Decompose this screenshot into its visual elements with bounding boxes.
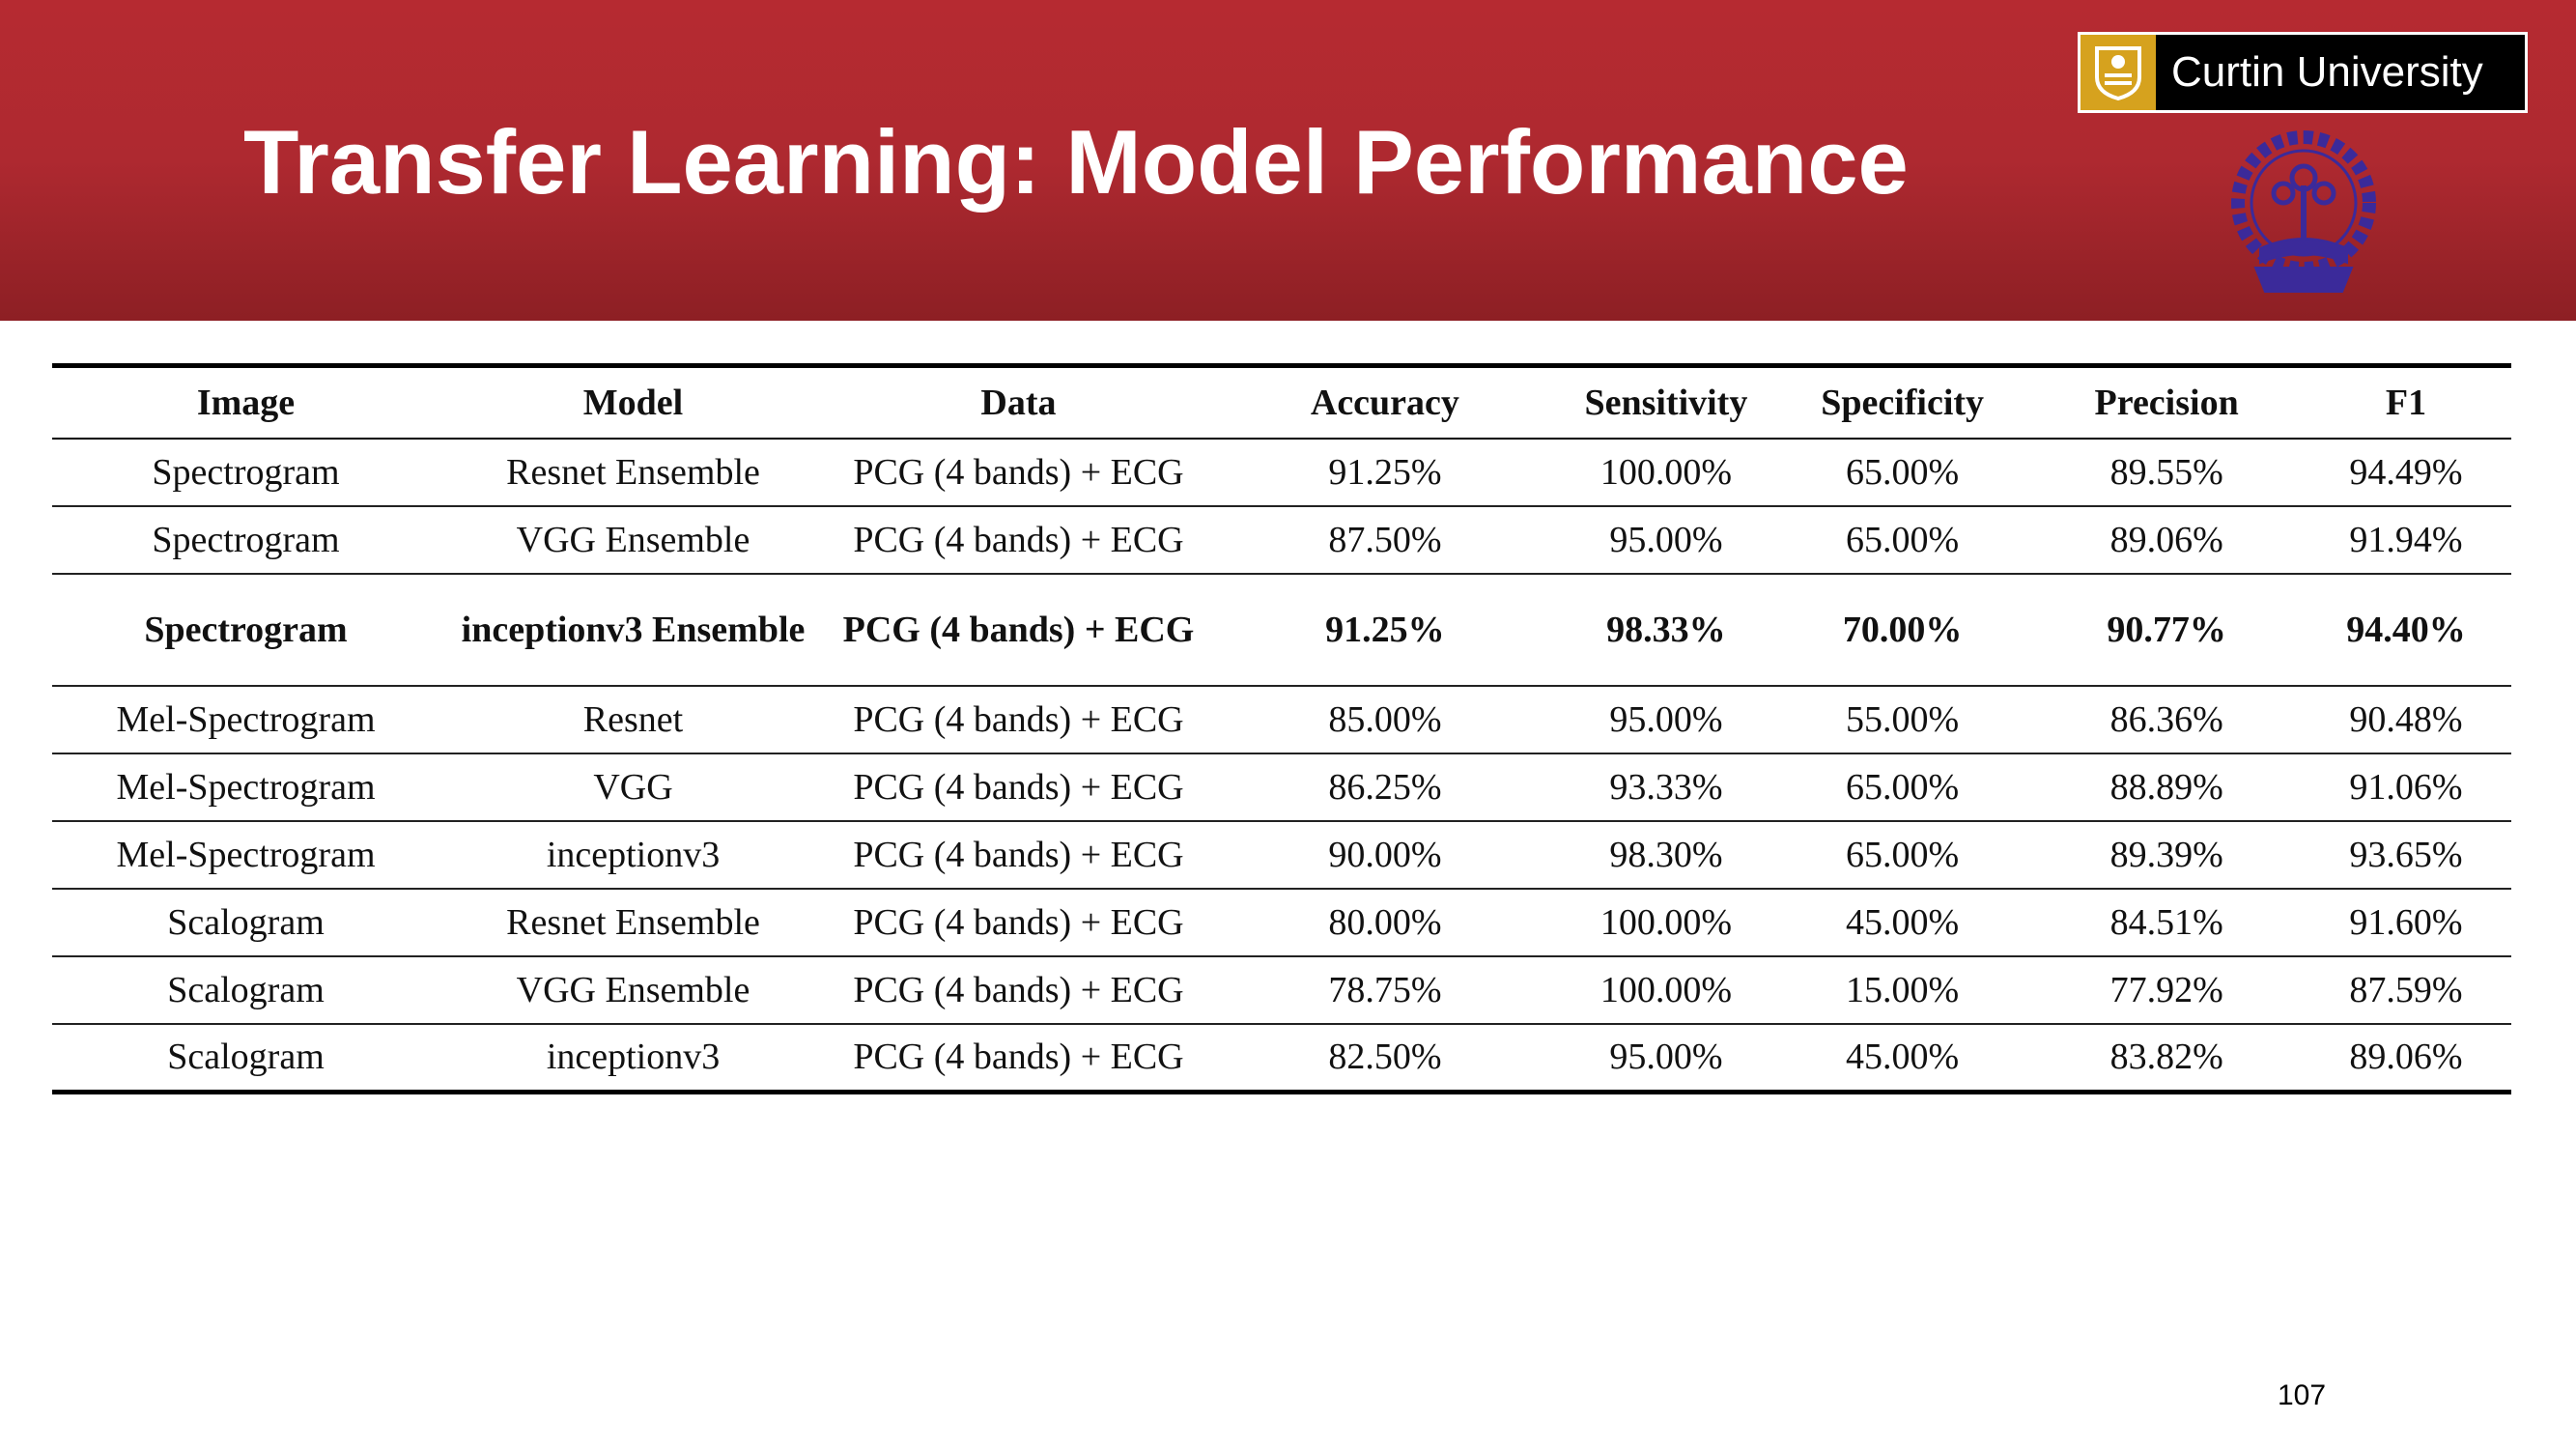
cell-data: PCG (4 bands) + ECG	[853, 520, 1184, 560]
cell-accuracy: 91.25%	[1325, 610, 1445, 650]
cell-model: VGG Ensemble	[516, 520, 750, 560]
column-header-accuracy: Accuracy	[1310, 383, 1459, 423]
cell-accuracy: 78.75%	[1328, 970, 1442, 1010]
table-row: Spectrogram VGG Ensemble PCG (4 bands) +…	[52, 506, 2511, 574]
cell-precision: 89.06%	[2109, 520, 2223, 560]
cell-precision: 89.55%	[2109, 452, 2223, 493]
cell-sensitivity: 95.00%	[1609, 699, 1723, 740]
cell-model: Resnet Ensemble	[506, 902, 760, 943]
cell-data: PCG (4 bands) + ECG	[853, 699, 1184, 740]
cell-sensitivity: 100.00%	[1599, 452, 1732, 493]
table-row-highlighted: Spectrogram inceptionv3 Ensemble PCG (4 …	[52, 574, 2511, 686]
table-row: Mel-Spectrogram inceptionv3 PCG (4 bands…	[52, 821, 2511, 889]
cell-sensitivity: 100.00%	[1599, 902, 1732, 943]
cell-precision: 86.36%	[2109, 699, 2223, 740]
cell-precision: 83.82%	[2109, 1037, 2223, 1078]
column-header-precision: Precision	[2094, 383, 2239, 423]
cell-specificity: 70.00%	[1842, 610, 1963, 650]
cell-data: PCG (4 bands) + ECG	[853, 835, 1184, 875]
iit-seal-icon	[2222, 128, 2386, 301]
cell-accuracy: 91.25%	[1328, 452, 1442, 493]
cell-sensitivity: 95.00%	[1609, 1037, 1723, 1078]
cell-sensitivity: 95.00%	[1609, 520, 1723, 560]
cell-precision: 88.89%	[2109, 767, 2223, 808]
cell-f1: 90.48%	[2349, 699, 2463, 740]
cell-precision: 90.77%	[2107, 610, 2226, 650]
table-row: Spectrogram Resnet Ensemble PCG (4 bands…	[52, 439, 2511, 506]
cell-data: PCG (4 bands) + ECG	[853, 1037, 1184, 1078]
page-number: 107	[2278, 1379, 2327, 1411]
cell-f1: 91.94%	[2349, 520, 2463, 560]
cell-model: inceptionv3 Ensemble	[461, 609, 806, 650]
cell-precision: 89.39%	[2109, 835, 2223, 875]
cell-image: Scalogram	[167, 970, 325, 1010]
cell-image: Spectrogram	[144, 610, 348, 650]
cell-image: Mel-Spectrogram	[116, 699, 376, 740]
cell-model: VGG Ensemble	[516, 970, 750, 1010]
table-row: Scalogram VGG Ensemble PCG (4 bands) + E…	[52, 956, 2511, 1024]
cell-data: PCG (4 bands) + ECG	[842, 610, 1195, 650]
slide-title: Transfer Learning: Model Performance	[243, 111, 1909, 213]
cell-f1: 94.40%	[2346, 610, 2466, 650]
cell-f1: 87.59%	[2349, 970, 2463, 1010]
cell-f1: 91.06%	[2349, 767, 2463, 808]
cell-f1: 94.49%	[2349, 452, 2463, 493]
cell-specificity: 45.00%	[1846, 902, 1960, 943]
table-row: Mel-Spectrogram Resnet PCG (4 bands) + E…	[52, 686, 2511, 753]
cell-sensitivity: 98.33%	[1606, 610, 1726, 650]
cell-data: PCG (4 bands) + ECG	[853, 970, 1184, 1010]
cell-f1: 93.65%	[2349, 835, 2463, 875]
cell-data: PCG (4 bands) + ECG	[853, 767, 1184, 808]
table-row: Scalogram inceptionv3 PCG (4 bands) + EC…	[52, 1024, 2511, 1092]
cell-image: Scalogram	[167, 1037, 325, 1078]
cell-specificity: 65.00%	[1846, 452, 1960, 493]
cell-accuracy: 90.00%	[1328, 835, 1442, 875]
cell-sensitivity: 98.30%	[1609, 835, 1723, 875]
cell-model: inceptionv3	[546, 835, 721, 875]
column-header-model: Model	[582, 383, 684, 423]
cell-specificity: 45.00%	[1846, 1037, 1960, 1078]
curtin-university-logo: Curtin University	[2078, 32, 2528, 113]
cell-precision: 84.51%	[2109, 902, 2223, 943]
cell-specificity: 65.00%	[1846, 767, 1960, 808]
column-header-image: Image	[196, 383, 296, 423]
curtin-logo-text: Curtin University	[2171, 48, 2483, 96]
cell-specificity: 15.00%	[1846, 970, 1960, 1010]
cell-sensitivity: 100.00%	[1599, 970, 1732, 1010]
performance-table: Image Model Data Accuracy Sensitivity Sp…	[52, 363, 2511, 1094]
cell-accuracy: 87.50%	[1328, 520, 1442, 560]
cell-model: inceptionv3	[546, 1037, 721, 1078]
cell-specificity: 55.00%	[1846, 699, 1960, 740]
cell-sensitivity: 93.33%	[1609, 767, 1723, 808]
cell-accuracy: 82.50%	[1328, 1037, 1442, 1078]
cell-image: Spectrogram	[152, 452, 340, 493]
cell-precision: 77.92%	[2109, 970, 2223, 1010]
table-row: Scalogram Resnet Ensemble PCG (4 bands) …	[52, 889, 2511, 956]
cell-image: Mel-Spectrogram	[116, 767, 376, 808]
cell-data: PCG (4 bands) + ECG	[853, 902, 1184, 943]
cell-specificity: 65.00%	[1846, 835, 1960, 875]
table-header-row: Image Model Data Accuracy Sensitivity Sp…	[52, 365, 2511, 439]
column-header-sensitivity: Sensitivity	[1584, 383, 1748, 423]
cell-image: Scalogram	[167, 902, 325, 943]
cell-specificity: 65.00%	[1846, 520, 1960, 560]
table-row: Mel-Spectrogram VGG PCG (4 bands) + ECG …	[52, 753, 2511, 821]
cell-data: PCG (4 bands) + ECG	[853, 452, 1184, 493]
cell-accuracy: 80.00%	[1328, 902, 1442, 943]
cell-model: VGG	[593, 767, 673, 808]
cell-f1: 91.60%	[2349, 902, 2463, 943]
cell-image: Mel-Spectrogram	[116, 835, 376, 875]
column-header-data: Data	[980, 383, 1057, 423]
cell-f1: 89.06%	[2349, 1037, 2463, 1078]
cell-model: Resnet Ensemble	[506, 452, 760, 493]
column-header-specificity: Specificity	[1821, 383, 1985, 423]
slide-header: Transfer Learning: Model Performance Cur…	[0, 0, 2576, 321]
cell-model: Resnet	[582, 699, 684, 740]
curtin-crest-icon	[2081, 35, 2156, 110]
cell-accuracy: 86.25%	[1328, 767, 1442, 808]
column-header-f1: F1	[2385, 383, 2427, 423]
cell-image: Spectrogram	[152, 520, 340, 560]
cell-accuracy: 85.00%	[1328, 699, 1442, 740]
